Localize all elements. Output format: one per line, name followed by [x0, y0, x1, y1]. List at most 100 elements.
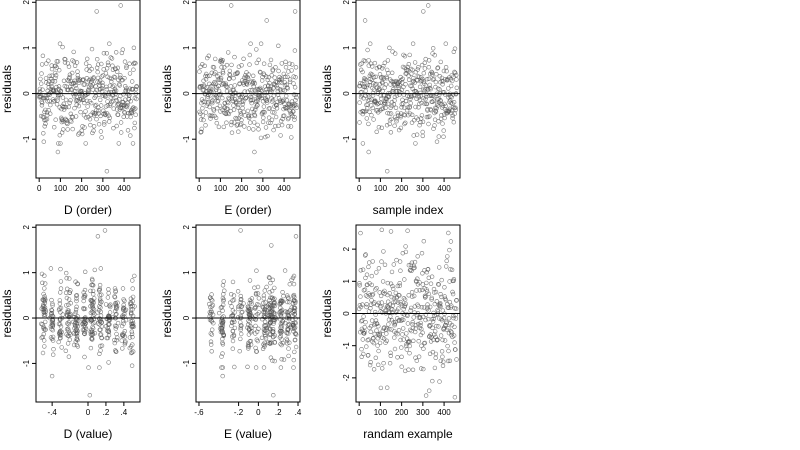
- data-point: [103, 94, 108, 99]
- data-point: [407, 104, 412, 109]
- data-point: [416, 315, 422, 320]
- data-point: [419, 366, 424, 371]
- data-point: [238, 113, 243, 118]
- data-point: [436, 134, 441, 139]
- data-point: [66, 302, 71, 307]
- data-point: [119, 332, 125, 337]
- data-point: [436, 282, 441, 287]
- data-point: [288, 124, 294, 129]
- data-point: [246, 126, 252, 131]
- data-point: [371, 117, 376, 122]
- data-point: [397, 259, 403, 264]
- data-point: [268, 280, 273, 286]
- data-point: [236, 102, 241, 108]
- data-point: [220, 336, 225, 342]
- data-point: [231, 293, 237, 298]
- data-point: [100, 83, 105, 88]
- data-point: [265, 100, 270, 105]
- data-point: [430, 325, 435, 331]
- data-point: [427, 351, 433, 356]
- data-point: [252, 305, 257, 311]
- data-point: [370, 105, 375, 111]
- data-point: [202, 84, 207, 89]
- y-tick-label: -1: [22, 359, 31, 367]
- data-point: [387, 45, 392, 50]
- points-group: [37, 3, 139, 174]
- data-point: [230, 328, 236, 334]
- data-point: [209, 70, 215, 76]
- data-point: [449, 83, 454, 89]
- data-point: [115, 320, 121, 326]
- data-point: [242, 124, 247, 129]
- data-point: [229, 119, 234, 125]
- y-tick-label: -1: [182, 135, 191, 143]
- data-point: [292, 298, 297, 303]
- data-point: [257, 69, 263, 75]
- data-point: [431, 126, 436, 131]
- data-point: [220, 283, 226, 288]
- data-point: [255, 338, 260, 344]
- data-point: [108, 302, 113, 307]
- data-point: [380, 366, 385, 371]
- x-tick-label: 400: [117, 184, 131, 193]
- data-point: [390, 310, 395, 315]
- data-point: [429, 274, 435, 279]
- data-point: [279, 122, 285, 128]
- data-point: [404, 331, 409, 336]
- data-point: [75, 318, 81, 323]
- data-point: [251, 127, 256, 132]
- data-point: [365, 106, 370, 111]
- data-point: [112, 294, 117, 299]
- data-point: [358, 294, 363, 299]
- data-point: [411, 315, 416, 320]
- data-point: [358, 80, 363, 86]
- data-point: [423, 96, 428, 102]
- data-point: [279, 357, 284, 362]
- data-point: [59, 115, 64, 121]
- data-point: [392, 321, 398, 327]
- data-point: [83, 115, 89, 120]
- data-point: [291, 81, 296, 86]
- data-point: [267, 340, 272, 346]
- data-point: [278, 305, 283, 310]
- data-point: [209, 83, 214, 89]
- data-point: [90, 87, 96, 92]
- data-point: [112, 286, 118, 291]
- data-point: [292, 325, 298, 330]
- data-point: [40, 53, 46, 58]
- data-point: [374, 100, 379, 106]
- data-point: [374, 270, 379, 275]
- data-point: [239, 297, 244, 302]
- data-point: [386, 322, 391, 327]
- data-point: [213, 56, 218, 62]
- data-point: [416, 105, 421, 110]
- data-point: [238, 297, 244, 302]
- data-point: [106, 360, 111, 365]
- data-point: [90, 292, 96, 297]
- data-point: [397, 82, 403, 88]
- data-point: [229, 122, 234, 128]
- data-point: [286, 346, 291, 351]
- data-point: [420, 282, 425, 287]
- data-point: [229, 304, 234, 309]
- data-point: [128, 133, 133, 138]
- data-point: [241, 109, 246, 115]
- data-point: [124, 65, 129, 71]
- data-point: [77, 130, 82, 136]
- data-point: [90, 288, 96, 294]
- data-point: [113, 50, 119, 55]
- data-point: [429, 72, 435, 77]
- data-point: [90, 77, 95, 82]
- data-point: [267, 62, 273, 68]
- data-point: [212, 79, 217, 85]
- data-point: [389, 294, 394, 300]
- data-point: [361, 351, 366, 357]
- data-point: [94, 108, 99, 113]
- data-point: [372, 331, 377, 337]
- data-point: [261, 61, 267, 66]
- data-point: [402, 121, 407, 127]
- data-point: [372, 60, 378, 66]
- data-point: [267, 301, 273, 306]
- data-point: [253, 331, 258, 336]
- data-point: [44, 61, 49, 66]
